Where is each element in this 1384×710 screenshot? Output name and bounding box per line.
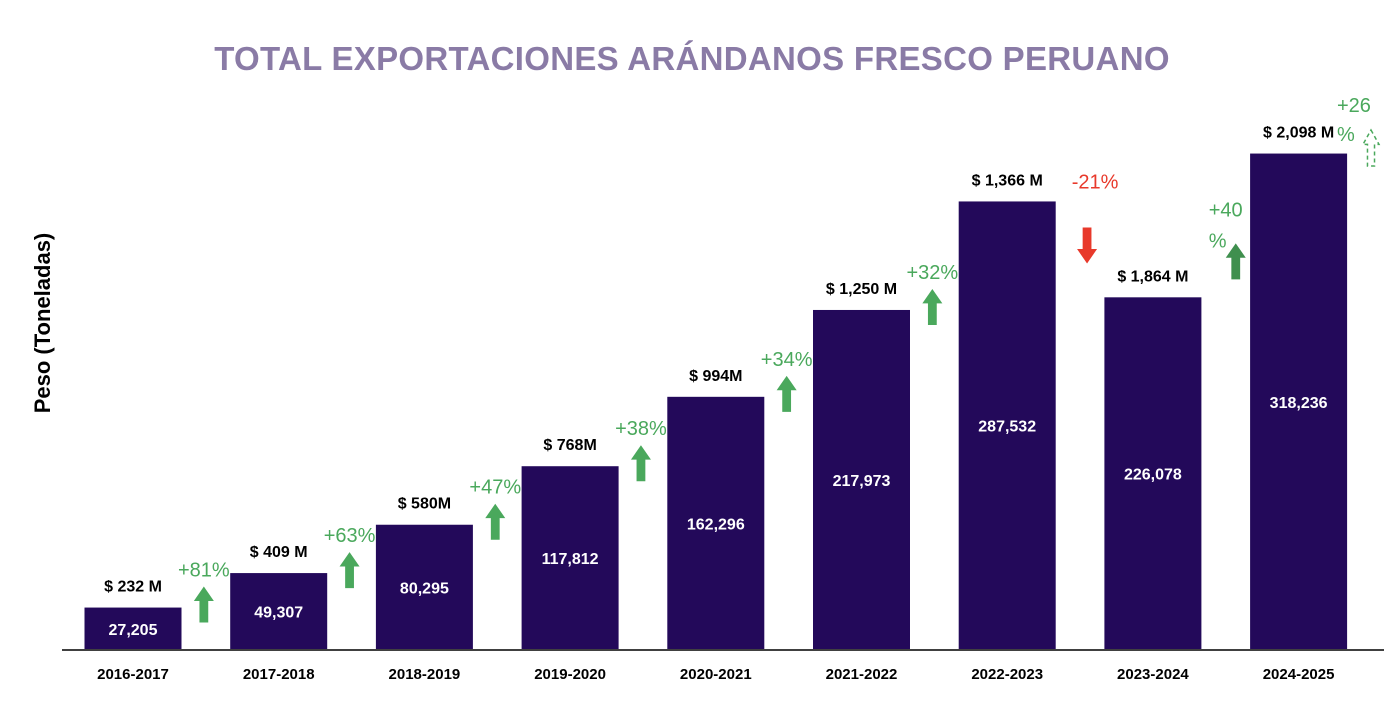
bar-2024-2025: [1250, 153, 1348, 651]
export-value-label: $ 409 M: [250, 544, 308, 561]
growth-label: +26%: [1337, 95, 1371, 146]
bar-value-label: 49,307: [254, 605, 303, 622]
bar-2018-2019: [375, 524, 473, 650]
export-value-label: $ 1,366 M: [972, 172, 1043, 189]
bar-value-label: 117,812: [542, 551, 599, 568]
chart-title: TOTAL EXPORTACIONES ARÁNDANOS FRESCO PER…: [214, 40, 1170, 77]
growth-label: +34%: [761, 349, 813, 371]
export-value-label: $ 232 M: [104, 579, 162, 596]
bar-value-label: 217,973: [833, 473, 891, 490]
growth-arrow-down-icon: [1077, 227, 1098, 264]
bar-2017-2018: [230, 573, 328, 650]
growth-arrow-up-icon: [339, 552, 360, 589]
growth-layer: +81% +63% +47% +38% +34% +32% -21% +40 % +26%: [178, 95, 1381, 623]
growth-label: +47%: [469, 477, 521, 499]
bar-2019-2020: [521, 466, 619, 650]
growth-label: -21%: [1072, 171, 1119, 193]
growth-arrow-up-icon: [485, 503, 506, 540]
bar-2021-2022: [813, 309, 910, 650]
growth-arrow-up-icon: [1225, 243, 1246, 280]
bar-value-label: 318,236: [1270, 395, 1328, 412]
x-tick-label: 2020-2021: [680, 666, 752, 683]
x-tick-label: 2023-2024: [1117, 666, 1189, 683]
x-tick-label: 2019-2020: [534, 666, 606, 683]
growth-label: +38%: [615, 418, 667, 440]
x-tick-label: 2017-2018: [243, 666, 315, 683]
bar-2020-2021: [667, 396, 765, 650]
growth-label: +40%: [1209, 199, 1243, 252]
growth-label: +63%: [324, 525, 376, 547]
export-value-label: $ 2,098 M: [1263, 125, 1334, 142]
x-tick-label: 2021-2022: [826, 666, 898, 683]
bar-value-label: 80,295: [400, 580, 449, 597]
growth-arrow-up-icon: [193, 586, 214, 623]
bar-value-label: 287,532: [978, 419, 1036, 436]
growth-label: +81%: [178, 560, 230, 582]
x-tick-label: 2018-2019: [389, 666, 461, 683]
export-value-label: $ 768M: [543, 437, 596, 454]
x-tick-label: 2022-2023: [971, 666, 1043, 683]
export-value-label: $ 580M: [398, 496, 451, 513]
growth-label: +32%: [906, 262, 958, 284]
growth-arrow-up-icon: [922, 288, 943, 325]
tick-labels: 2016-2017 2017-2018 2018-2019 2019-2020 2020…: [97, 666, 1334, 683]
x-tick-label: 2024-2025: [1263, 666, 1335, 683]
growth-arrow-up-icon: [630, 445, 651, 482]
export-value-label: $ 994M: [689, 368, 742, 385]
bar-value-label: 162,296: [687, 516, 745, 533]
growth-arrow-up-icon: [776, 375, 797, 412]
bar-2023-2024: [1104, 297, 1202, 650]
bars-layer: 27,205 $ 232 M 49,307 $ 409 M 80,295 $ 580M 11…: [84, 125, 1348, 651]
export-value-label: $ 1,250 M: [826, 281, 897, 298]
bar-2022-2023: [958, 201, 1056, 650]
growth-arrow-up-icon: [1361, 128, 1381, 167]
bar-value-label: 226,078: [1124, 467, 1182, 484]
x-tick-label: 2016-2017: [97, 666, 169, 683]
bar-2016-2017: [84, 607, 182, 650]
export-value-label: $ 1,864 M: [1117, 268, 1188, 285]
bar-value-label: 27,205: [109, 622, 158, 639]
